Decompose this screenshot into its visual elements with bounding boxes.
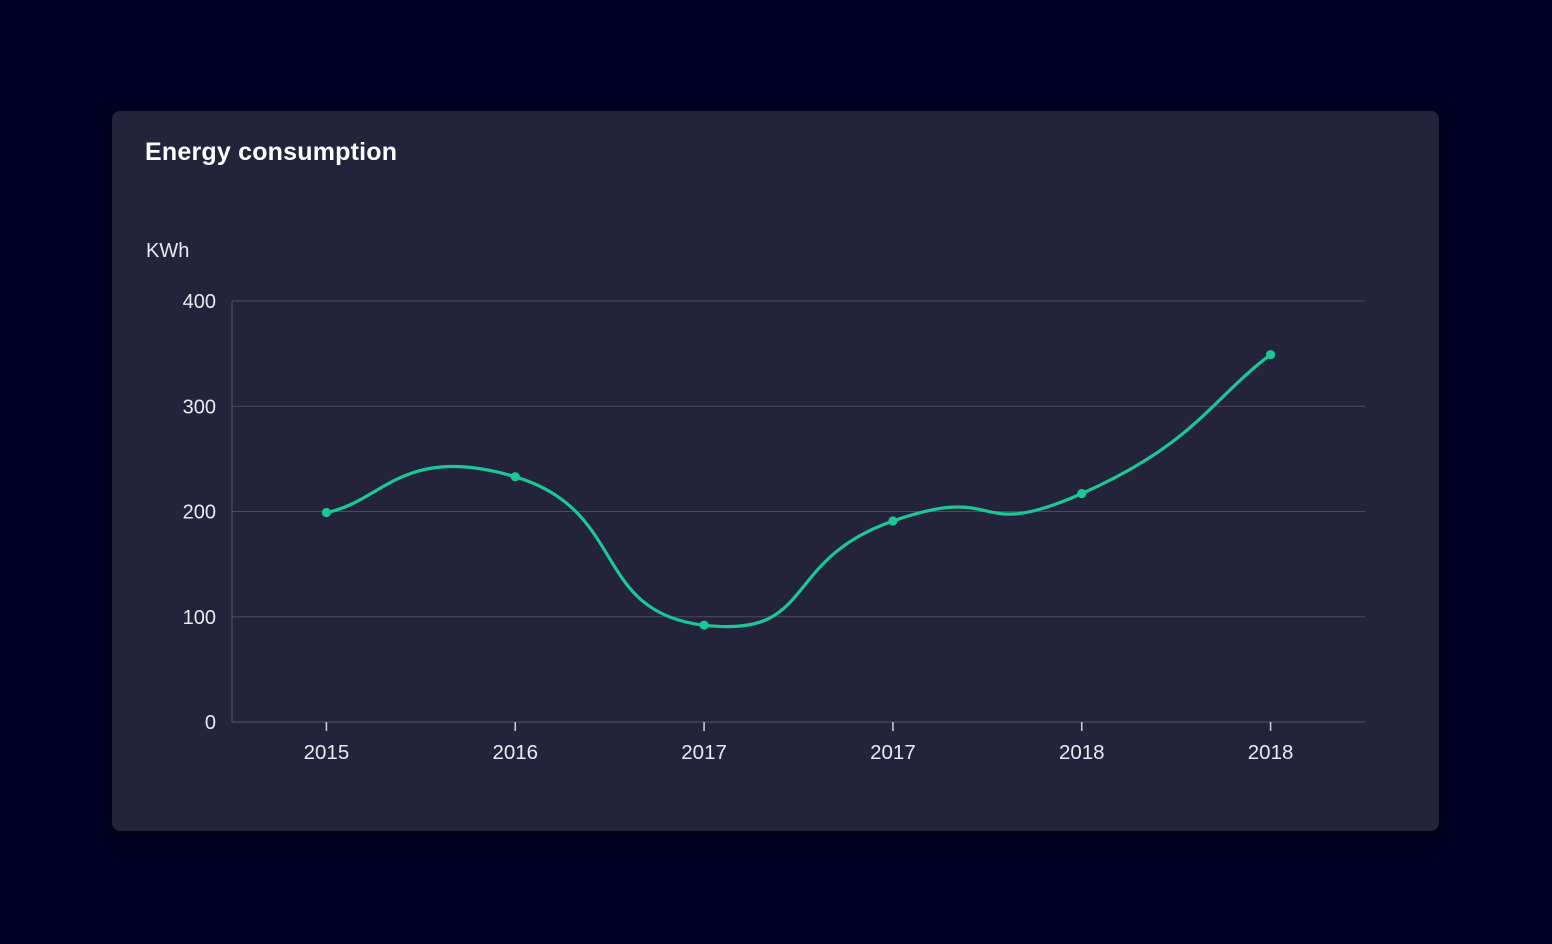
x-tick-label-2: 2017 xyxy=(681,741,727,764)
y-tick-label-300: 300 xyxy=(183,396,216,418)
data-point-2015-0[interactable] xyxy=(321,507,332,518)
x-tick-label-0: 2015 xyxy=(304,741,350,764)
y-tick-label-0: 0 xyxy=(205,712,216,734)
y-tick-label-400: 400 xyxy=(183,291,216,313)
series-line xyxy=(324,353,1273,629)
y-tick-label-100: 100 xyxy=(183,607,216,629)
x-tick-label-5: 2018 xyxy=(1248,741,1294,764)
data-point-2018-5[interactable] xyxy=(1265,350,1276,360)
energy-line-chart: 0 100 200 300 400 2015 2016 2017 2017 2018 2018 xyxy=(183,291,1365,764)
data-point-2017-3[interactable] xyxy=(888,516,898,526)
x-tick-label-4: 2018 xyxy=(1059,741,1105,764)
x-tick-label-3: 2017 xyxy=(870,741,916,764)
y-tick-label-200: 200 xyxy=(183,502,216,524)
data-point-2018-4[interactable] xyxy=(1077,489,1087,499)
x-tick-label-1: 2016 xyxy=(492,741,538,764)
chart-title: Energy consumption xyxy=(145,138,398,166)
energy-consumption-card: Energy consumption KWh 0 100 200 300 400 2015… xyxy=(112,111,1439,831)
data-point-2016-1[interactable] xyxy=(510,472,520,482)
data-point-2017-2[interactable] xyxy=(699,620,709,630)
y-axis-unit-label: KWh xyxy=(146,240,190,262)
